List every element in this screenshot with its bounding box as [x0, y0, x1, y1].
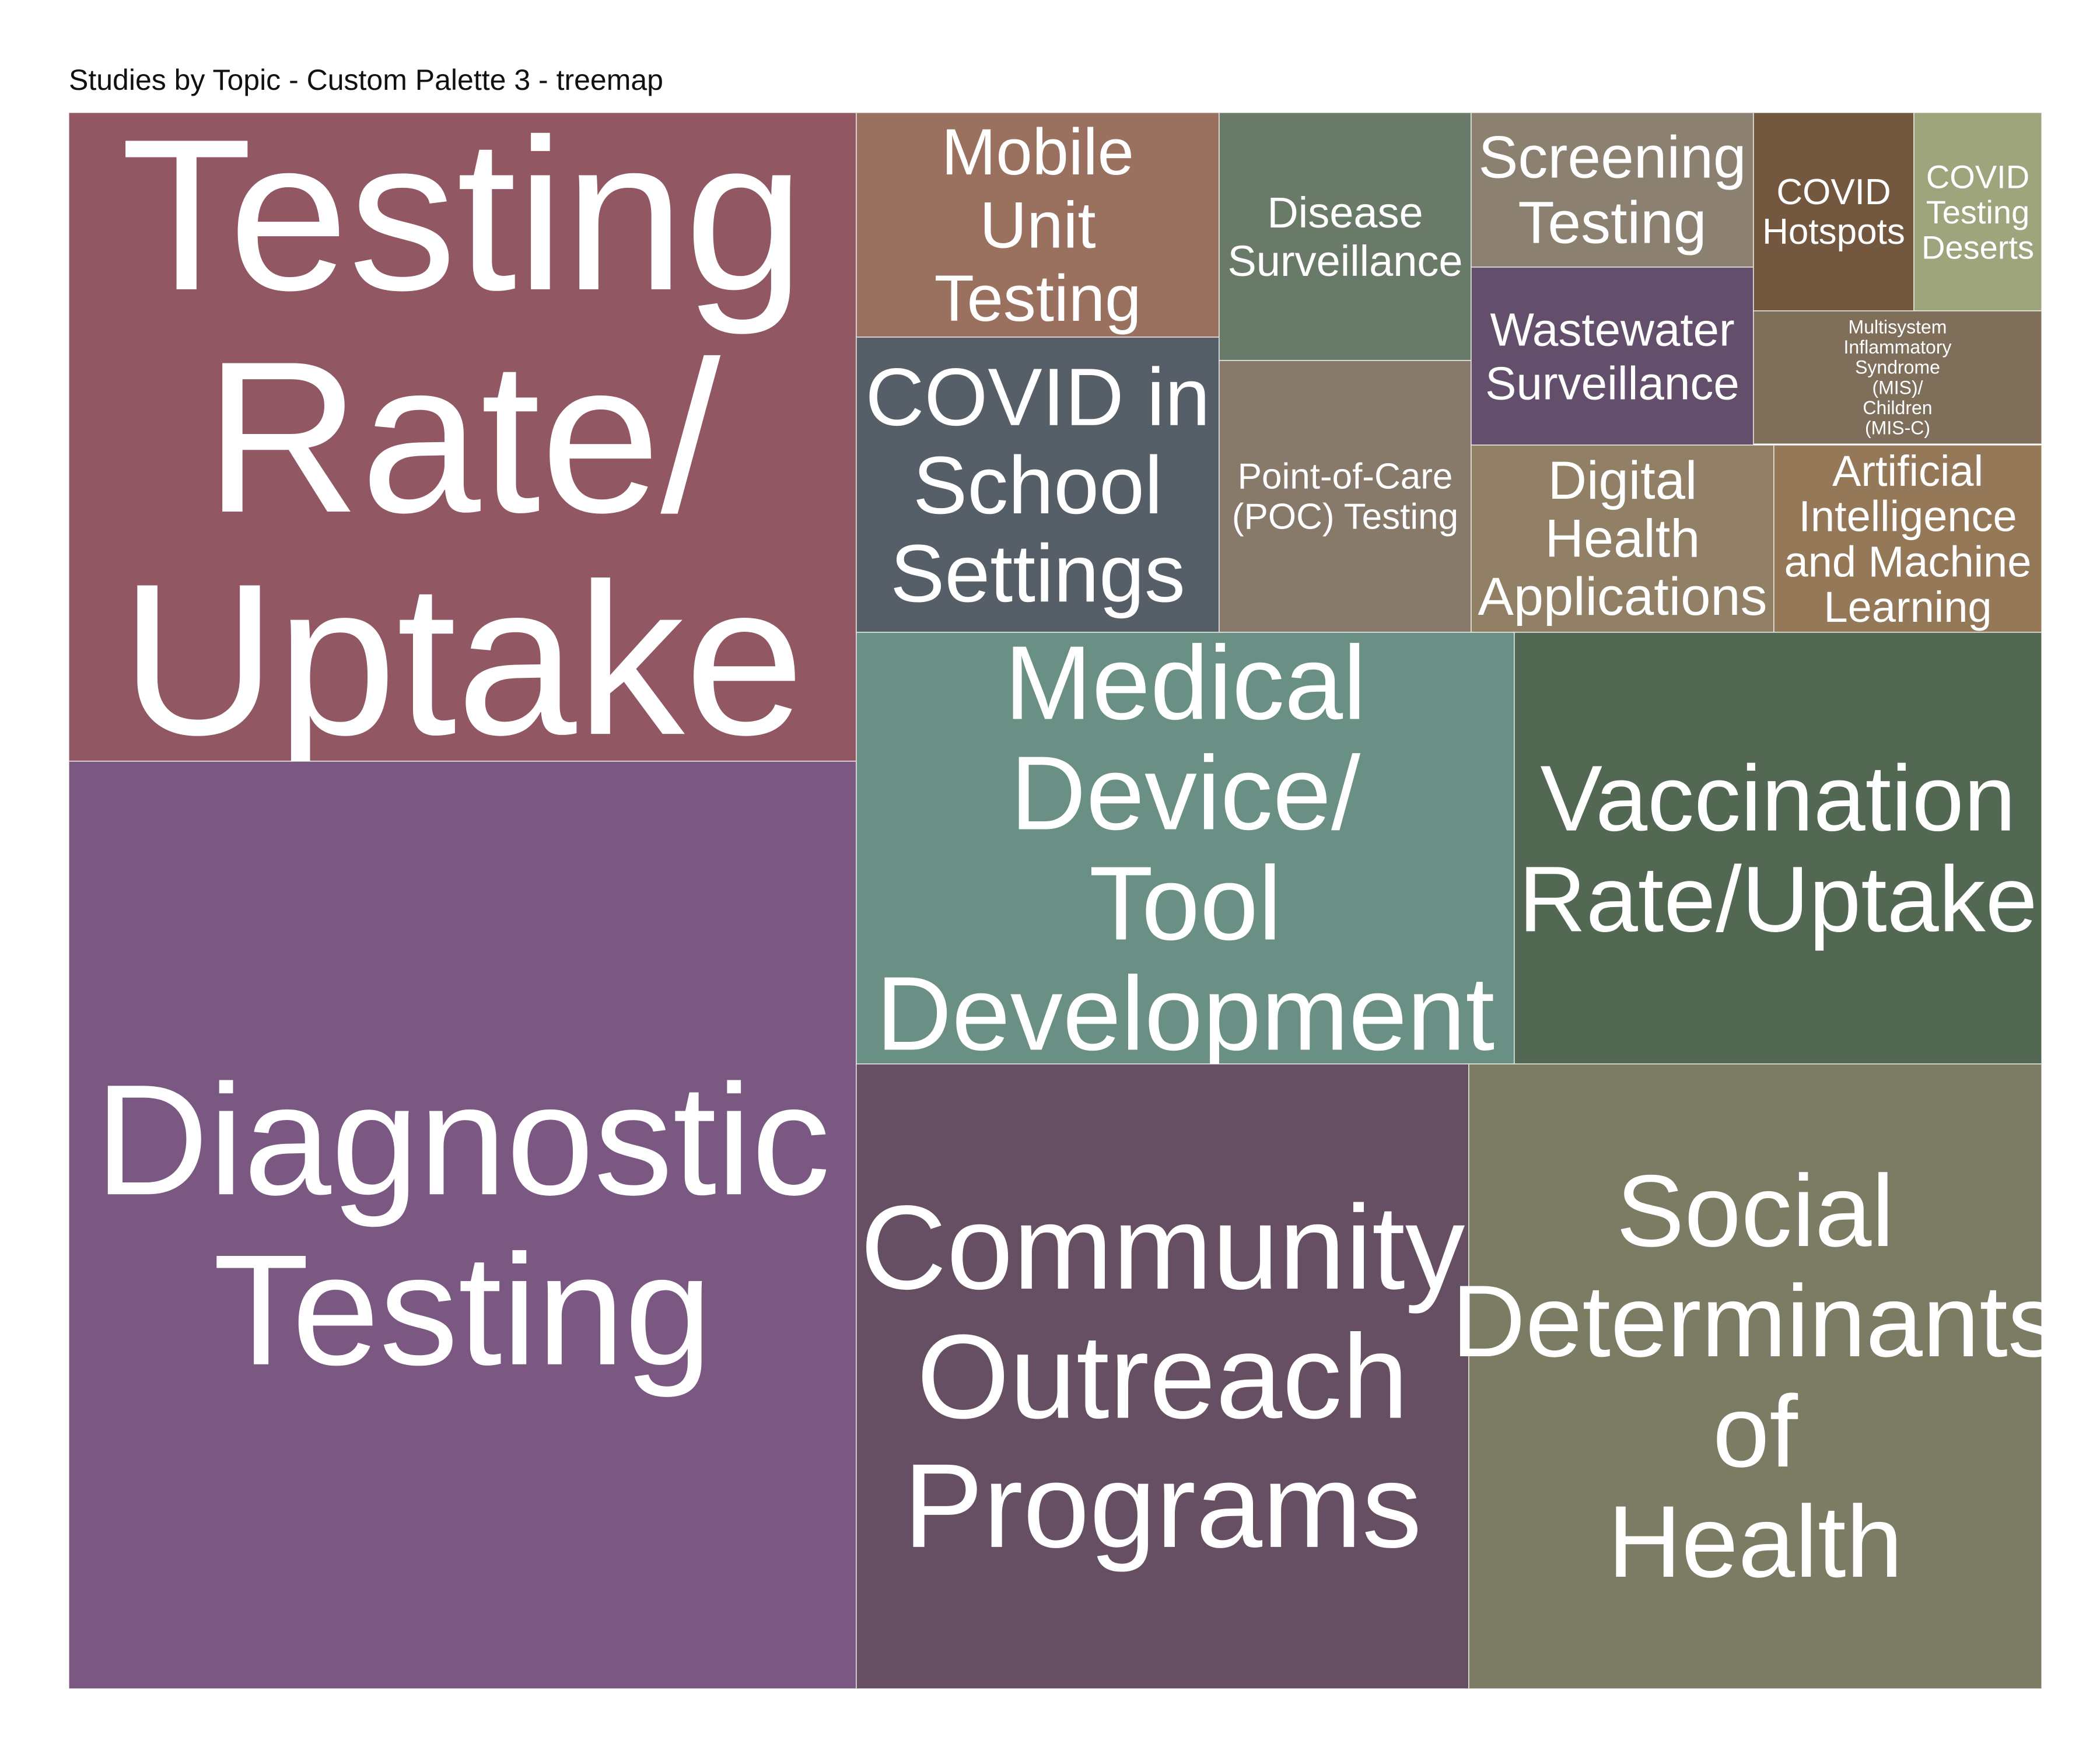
tile-label-artificial-intelligence-and-machine-learning: Artificial Intelligence and Machine Learnin… [1784, 446, 2032, 631]
tile-label-covid-hotspots: COVID Hotspots [1762, 172, 1905, 251]
tile-rect-multisystem-inflammatory-syndrome-mis-children-mis-c[interactable] [1753, 310, 2042, 444]
tile-rect-social-determinants-of-health[interactable] [1468, 1063, 2042, 1689]
tile-rect-point-of-care-poc-testing[interactable] [1219, 360, 1472, 633]
tile-label-mobile-unit-testing: Mobile Unit Testing [935, 116, 1142, 335]
tile-label-disease-surveillance: Disease Surveillance [1227, 188, 1462, 285]
tile-vaccination-rate-uptake[interactable]: Vaccination Rate/Uptake [1514, 632, 2042, 1065]
tile-testing-rate-uptake[interactable]: Testing Rate/Uptake [68, 94, 857, 781]
tile-rect-screening-testing[interactable] [1471, 112, 1754, 268]
tile-rect-testing-rate-uptake[interactable] [68, 112, 857, 762]
tile-label-multisystem-inflammatory-syndrome-mis-children-mis-c: Multisystem Inflammatory Syndrome (MIS)/Chi… [1844, 317, 1952, 439]
tile-rect-medical-device-tool-development[interactable] [856, 632, 1515, 1065]
tile-label-point-of-care-poc-testing: Point-of-Care (POC) Testing [1232, 456, 1458, 537]
tile-rect-wastewater-surveillance[interactable] [1471, 267, 1754, 446]
tile-rect-covid-in-school-settings[interactable] [856, 337, 1220, 633]
chart-title: Studies by Topic - Custom Palette 3 - tr… [69, 64, 663, 96]
tile-social-determinants-of-health[interactable]: Social Determinants of Health [1452, 1063, 2059, 1689]
tile-label-vaccination-rate-uptake: Vaccination Rate/Uptake [1518, 746, 2037, 951]
tile-disease-surveillance[interactable]: Disease Surveillance [1219, 112, 1472, 361]
tile-artificial-intelligence-and-machine-learning[interactable]: Artificial Intelligence and Machine Learnin… [1773, 444, 2042, 633]
tile-label-diagnostic-testing: Diagnostic Testing [95, 1052, 831, 1399]
tile-label-testing-rate-uptake: Testing Rate/Uptake [121, 94, 804, 780]
tile-rect-artificial-intelligence-and-machine-learning[interactable] [1773, 444, 2042, 633]
tile-label-medical-device-tool-development: Medical Device/Tool Development [876, 624, 1495, 1072]
tile-label-screening-testing: Screening Testing [1478, 124, 1746, 256]
tile-label-wastewater-surveillance: Wastewater Surveillance [1485, 303, 1740, 409]
tile-rect-vaccination-rate-uptake[interactable] [1514, 632, 2042, 1065]
tile-label-digital-health-applications: Digital Health Applications [1478, 451, 1767, 626]
tile-wastewater-surveillance[interactable]: Wastewater Surveillance [1471, 267, 1754, 446]
tile-label-social-determinants-of-health: Social Determinants of Health [1452, 1154, 2059, 1599]
tile-rect-covid-hotspots[interactable] [1753, 112, 1915, 312]
tile-rect-diagnostic-testing[interactable] [68, 761, 857, 1689]
tile-medical-device-tool-development[interactable]: Medical Device/Tool Development [856, 624, 1515, 1072]
tile-multisystem-inflammatory-syndrome-mis-children-mis-c[interactable]: Multisystem Inflammatory Syndrome (MIS)/Chi… [1753, 310, 2042, 444]
tile-community-outreach-programs[interactable]: Community Outreach Programs [856, 1063, 1469, 1689]
tile-label-community-outreach-programs: Community Outreach Programs [860, 1181, 1465, 1573]
tile-diagnostic-testing[interactable]: Diagnostic Testing [68, 761, 857, 1689]
tile-rect-covid-testing-deserts[interactable] [1913, 112, 2042, 312]
tile-covid-hotspots[interactable]: COVID Hotspots [1753, 112, 1915, 312]
tile-screening-testing[interactable]: Screening Testing [1471, 112, 1754, 268]
tile-covid-testing-deserts[interactable]: COVID Testing Deserts [1913, 112, 2042, 312]
tile-label-covid-in-school-settings: COVID in School Settings [865, 351, 1210, 618]
tile-label-covid-testing-deserts: COVID Testing Deserts [1922, 158, 2034, 265]
tile-rect-community-outreach-programs[interactable] [856, 1063, 1469, 1689]
tile-point-of-care-poc-testing[interactable]: Point-of-Care (POC) Testing [1219, 360, 1472, 633]
tile-mobile-unit-testing[interactable]: Mobile Unit Testing [856, 112, 1220, 338]
tile-digital-health-applications[interactable]: Digital Health Applications [1471, 444, 1774, 633]
tile-covid-in-school-settings[interactable]: COVID in School Settings [856, 337, 1220, 633]
